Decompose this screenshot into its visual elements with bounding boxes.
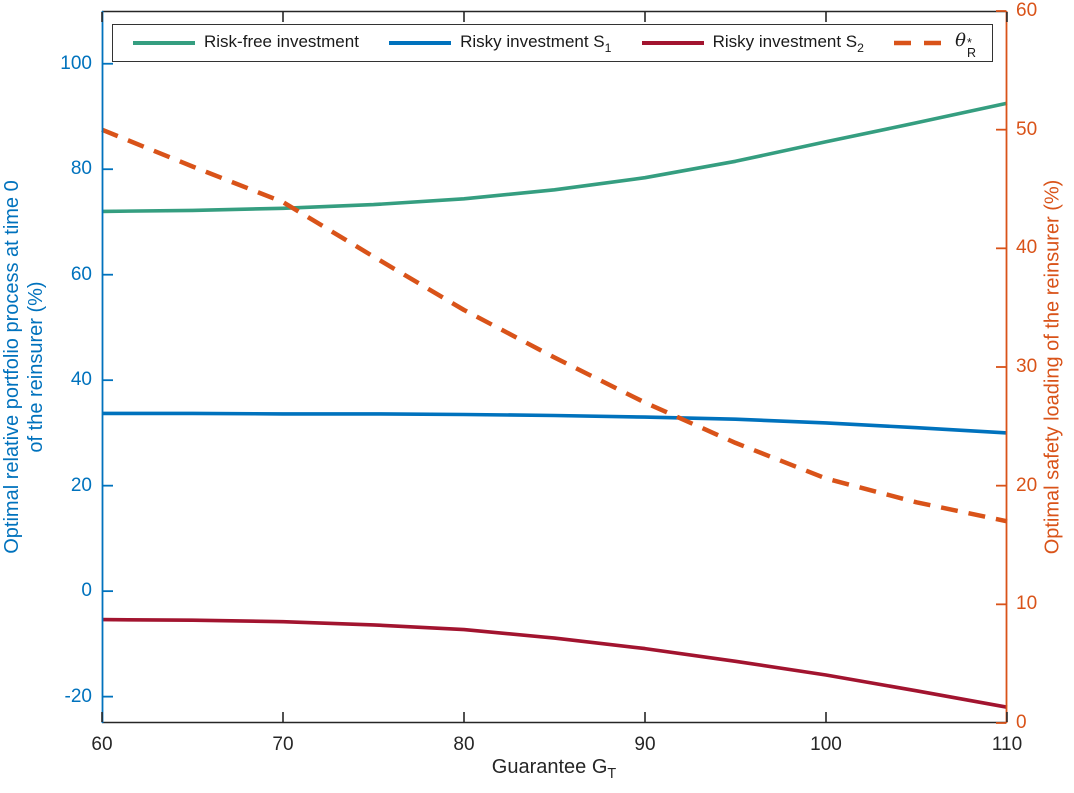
theta-sub: R	[966, 45, 976, 60]
legend-label-risk-free: Risk-free investment	[204, 31, 359, 51]
x-tick-label-60: 60	[91, 734, 113, 755]
right-tick-label-60: 60	[1016, 0, 1038, 21]
left-tick-label-80: 80	[70, 158, 92, 180]
x-tick-label-90: 90	[634, 734, 656, 755]
x-tick-label-80: 80	[453, 734, 475, 755]
legend-label-theta: θ * R	[955, 29, 976, 60]
right-tick-label-0: 0	[1016, 712, 1027, 733]
legend-item-risky-s1: Risky investment S1	[389, 32, 611, 55]
left-y-axis-label-line2: of the reinsurer (%)	[25, 281, 47, 453]
right-tick-label-40: 40	[1016, 237, 1038, 259]
series-line-0	[101, 101, 1008, 214]
risky-s2-line-swatch	[641, 41, 704, 45]
series-line-1	[102, 411, 1008, 435]
legend-item-risky-s2: Risky investment S2	[641, 31, 864, 55]
x-axis-label: Guarantee GT	[491, 756, 617, 782]
theta-dashed-swatch	[894, 40, 947, 46]
left-tick-label-0: 0	[81, 580, 92, 602]
x-tick-label-110: 110	[991, 734, 1023, 755]
x-tick-label-100: 100	[810, 734, 842, 755]
risk-free-line-swatch	[133, 41, 195, 45]
x-tick-label-70: 70	[272, 734, 294, 755]
legend-label-risky-s1: Risky investment S1	[460, 31, 612, 55]
left-tick-label-100: 100	[60, 52, 92, 74]
risky-s1-line-swatch	[389, 41, 452, 45]
left-tick-label--20: -20	[64, 685, 92, 707]
legend-label-risky-s2: Risky investment S2	[712, 31, 864, 55]
left-tick-label-20: 20	[70, 474, 92, 496]
right-tick-label-50: 50	[1016, 118, 1038, 140]
theta-sup: *	[966, 35, 972, 50]
right-tick-label-20: 20	[1016, 474, 1038, 496]
right-tick-label-10: 10	[1016, 593, 1038, 615]
left-tick-label-40: 40	[70, 369, 92, 391]
left-y-axis-label-line1: Optimal relative portfolio process at ti…	[1, 180, 23, 554]
legend-item-risk-free: Risk-free investment	[133, 32, 359, 55]
left-tick-label-60: 60	[70, 263, 92, 285]
legend-box: Risk-free investment Risky investment S1…	[112, 24, 993, 62]
left-y-axis-label: Optimal relative portfolio process at ti…	[0, 180, 48, 554]
series-line-3	[101, 127, 1008, 524]
legend-item-theta: θ * R	[894, 29, 976, 60]
series-line-2	[101, 617, 1008, 709]
right-tick-label-30: 30	[1016, 356, 1038, 377]
